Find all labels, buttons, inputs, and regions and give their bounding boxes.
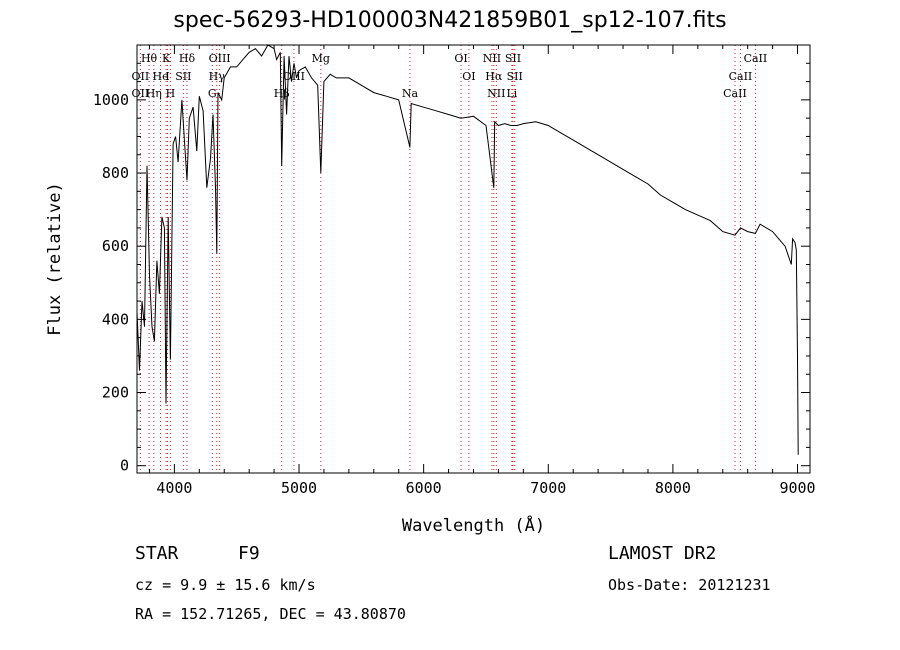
axes-frame <box>136 44 811 474</box>
marker-label-oi: OI <box>454 52 467 65</box>
marker-label-hθ: Hθ <box>141 52 158 65</box>
marker-label-he: He <box>153 70 169 83</box>
tick-group: 4000 5000 6000 7000 8000 9000 0 200 400 600 800 100… <box>93 45 816 497</box>
chart-title: spec-56293-HD100003N421859B01_sp12-107.f… <box>173 8 727 33</box>
ra-dec-coordinates: RA = 152.71265, DEC = 43.80870 <box>135 605 406 623</box>
marker-label-h: H <box>166 87 176 100</box>
observation-date: Obs-Date: 20121231 <box>608 576 771 594</box>
marker-label-hγ: Hγ <box>209 70 226 83</box>
marker-label-caii: CaII <box>723 87 747 100</box>
marker-label-oiii: OIII <box>209 52 231 65</box>
x-axis-label: Wavelength (Å) <box>402 514 545 536</box>
y-tick-label: 1000 <box>93 91 129 109</box>
marker-label-sii: SII <box>175 70 191 83</box>
marker-label-hη: Hη <box>146 87 162 100</box>
marker-label-li: Li <box>506 87 517 100</box>
marker-label-sii: SII <box>507 70 523 83</box>
x-tick-label: 9000 <box>779 479 815 497</box>
marker-label-hδ: Hδ <box>179 52 196 65</box>
x-tick-label: 5000 <box>281 479 317 497</box>
axis-label-group: Wavelength (Å) Flux (relative) <box>45 182 545 536</box>
y-tick-label: 400 <box>102 310 129 328</box>
marker-label-hβ: Hβ <box>274 87 290 100</box>
y-tick-label: 0 <box>120 457 129 475</box>
marker-label-nii: NII <box>487 87 505 100</box>
y-tick-label: 200 <box>102 384 129 402</box>
x-tick-label: 8000 <box>655 479 691 497</box>
plot-frame <box>136 44 811 474</box>
redshift-cz: cz = 9.9 ± 15.6 km/s <box>135 576 316 594</box>
marker-label-oii: OII <box>132 87 150 100</box>
marker-label-oiii: OIII <box>283 70 305 83</box>
marker-label-na: Na <box>402 87 419 100</box>
y-tick-label: 800 <box>102 164 129 182</box>
marker-label-hα: Hα <box>485 70 503 83</box>
marker-label-mg: Mg <box>312 52 330 65</box>
marker-label-g: G <box>208 87 217 100</box>
survey-name: LAMOST DR2 <box>608 543 717 564</box>
spectrum-line <box>136 44 799 455</box>
x-tick-label: 6000 <box>406 479 442 497</box>
line-marker-group <box>139 45 756 473</box>
x-tick-label: 4000 <box>156 479 192 497</box>
y-tick-label: 600 <box>102 237 129 255</box>
object-class: STAR <box>135 543 179 564</box>
marker-label-oii: OII <box>132 70 150 83</box>
marker-label-nii: NII <box>483 52 501 65</box>
marker-label-k: K <box>162 52 171 65</box>
spectral-subclass: F9 <box>238 543 260 564</box>
marker-label-sii: SII <box>505 52 521 65</box>
marker-label-i: I <box>165 70 169 83</box>
marker-label-caii: CaII <box>744 52 768 65</box>
spectrum-series <box>136 44 799 455</box>
x-tick-label: 7000 <box>530 479 566 497</box>
marker-label-oi: OI <box>462 70 475 83</box>
marker-label-caii: CaII <box>729 70 753 83</box>
y-axis-label: Flux (relative) <box>45 182 65 336</box>
